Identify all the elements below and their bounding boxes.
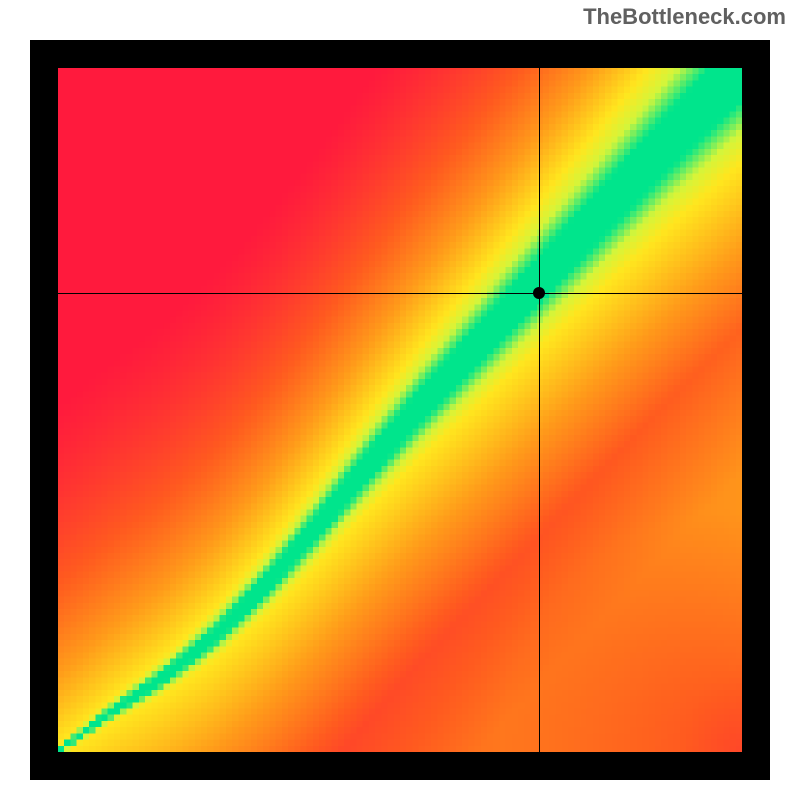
- heatmap-canvas: [58, 68, 742, 752]
- attribution-label: TheBottleneck.com: [583, 4, 786, 30]
- crosshair-marker: [533, 287, 545, 299]
- heatmap-plot: [58, 68, 742, 752]
- crosshair-horizontal: [58, 293, 742, 294]
- crosshair-vertical: [539, 68, 540, 752]
